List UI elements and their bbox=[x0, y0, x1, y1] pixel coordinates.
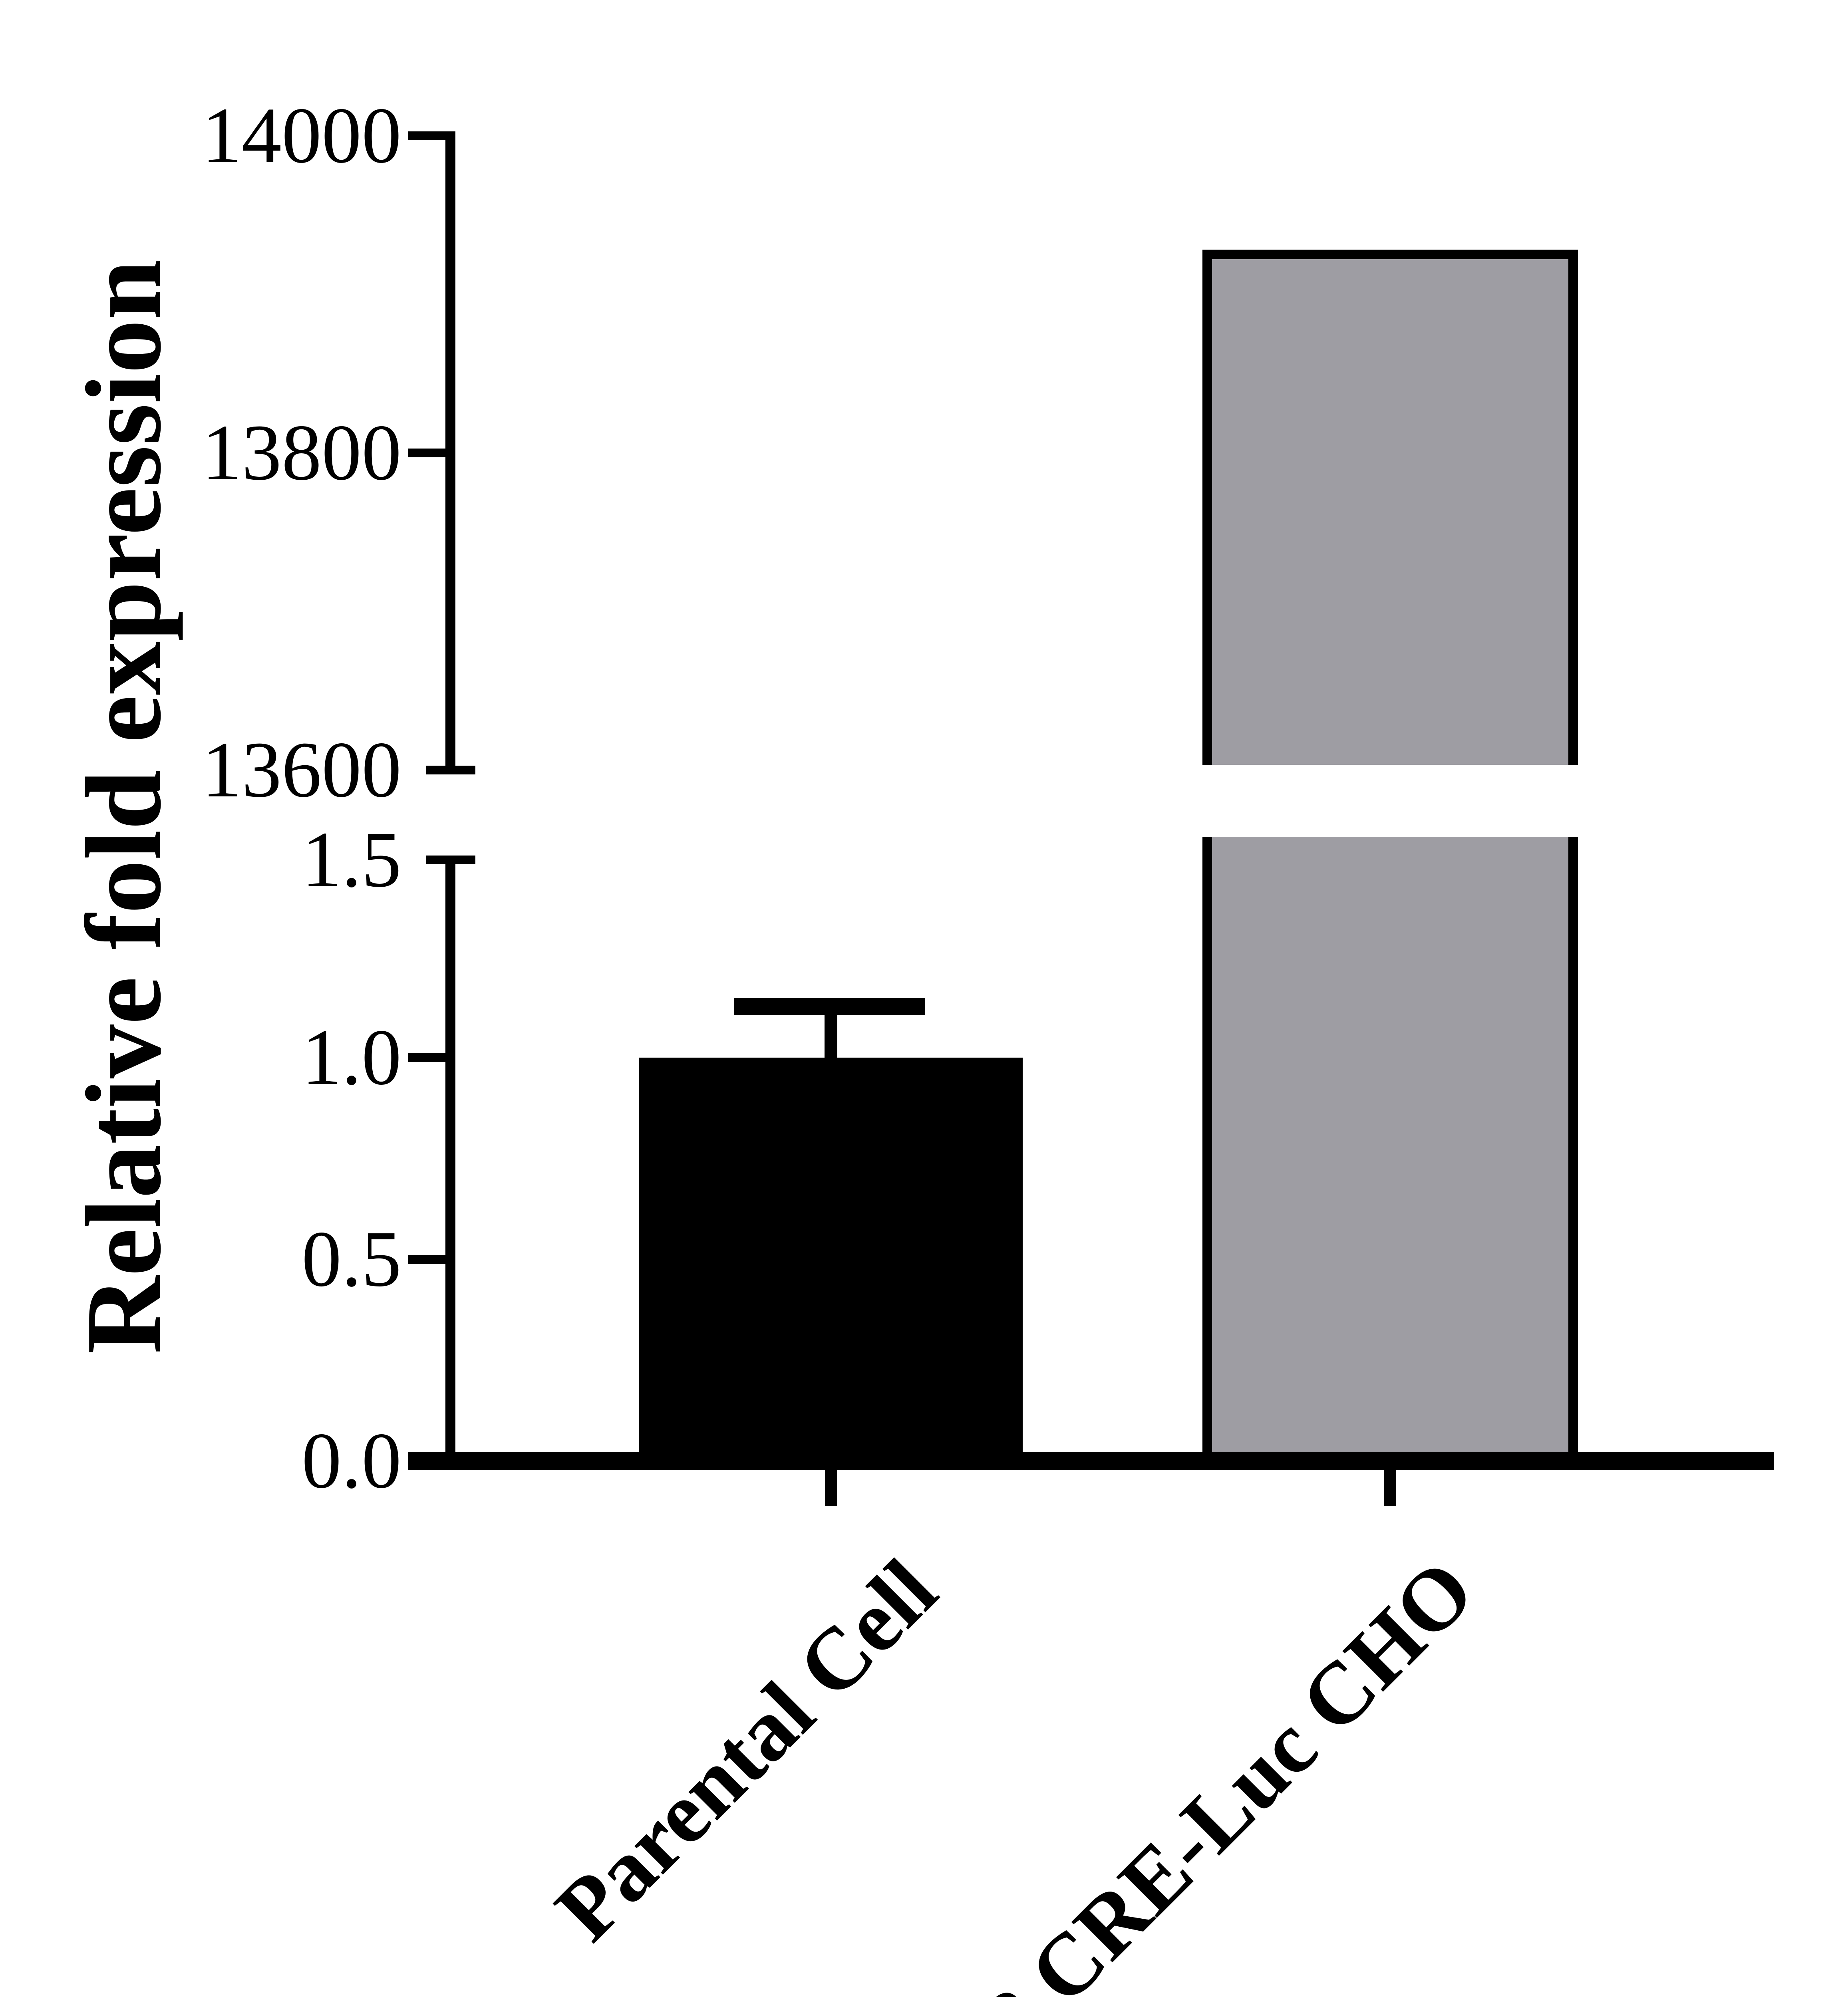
y-tick-label-13800: 13800 bbox=[202, 409, 401, 497]
x-axis-line bbox=[408, 1452, 1774, 1470]
y-tick-label-0-0: 0.0 bbox=[302, 1417, 401, 1505]
x-tick-parental-cell bbox=[825, 1470, 837, 1506]
y-tick-0-5 bbox=[408, 1255, 455, 1264]
bar-gpr52-cre-luc-cho-upper-segment bbox=[1202, 250, 1578, 765]
y-axis-line-lower-segment bbox=[445, 856, 455, 1470]
y-tick-1-0 bbox=[408, 1053, 455, 1062]
y-axis-title: Relative fold expression bbox=[64, 260, 183, 1354]
y-tick-13800 bbox=[408, 449, 455, 457]
axis-break-cap-13600 bbox=[426, 766, 475, 774]
y-tick-label-0-5: 0.5 bbox=[302, 1215, 401, 1303]
error-bar-cap-parental-cell bbox=[734, 998, 925, 1015]
bar-gpr52-cre-luc-cho-lower-segment bbox=[1202, 837, 1578, 1452]
axis-break-cap-1-5 bbox=[426, 856, 475, 864]
y-tick-label-13600: 13600 bbox=[202, 726, 401, 814]
x-category-label-parental-cell: Parental Cell bbox=[537, 1540, 955, 1959]
y-tick-label-1-5: 1.5 bbox=[302, 816, 401, 904]
error-bar-stem-parental-cell bbox=[825, 1010, 837, 1058]
bar-parental-cell bbox=[639, 1058, 1023, 1452]
y-tick-14000 bbox=[408, 131, 455, 140]
y-tick-label-1-0: 1.0 bbox=[302, 1013, 401, 1102]
x-tick-gpr52-cre-luc-cho bbox=[1384, 1470, 1396, 1506]
y-tick-label-14000: 14000 bbox=[202, 91, 401, 180]
